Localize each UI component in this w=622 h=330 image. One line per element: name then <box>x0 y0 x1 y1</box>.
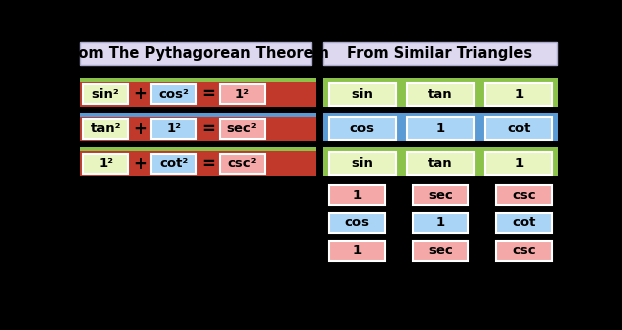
Text: +: + <box>133 154 147 173</box>
Text: csc: csc <box>513 244 536 257</box>
Text: cos²: cos² <box>159 88 189 101</box>
Text: sin: sin <box>351 88 373 101</box>
Bar <box>329 241 384 261</box>
Text: 1²: 1² <box>166 122 182 135</box>
Bar <box>412 241 468 261</box>
Bar <box>80 148 317 151</box>
Text: sin: sin <box>351 157 373 170</box>
Text: cot²: cot² <box>159 157 188 170</box>
Text: tan²: tan² <box>90 122 121 135</box>
Bar <box>407 152 474 175</box>
Text: cos: cos <box>344 216 369 229</box>
Bar <box>151 153 197 174</box>
Text: 1: 1 <box>436 122 445 135</box>
Text: sec: sec <box>428 189 453 202</box>
Bar <box>80 82 317 107</box>
Bar <box>329 185 384 205</box>
Text: +: + <box>133 85 147 103</box>
Text: 1²: 1² <box>234 88 249 101</box>
Bar <box>80 42 311 65</box>
Text: From Similar Triangles: From Similar Triangles <box>347 46 532 61</box>
Text: sec²: sec² <box>227 122 258 135</box>
Bar <box>496 213 552 233</box>
Bar <box>80 116 317 141</box>
Text: 1: 1 <box>514 157 523 170</box>
Bar <box>151 84 197 104</box>
Text: sin²: sin² <box>92 88 119 101</box>
Bar <box>323 42 557 65</box>
Text: tan: tan <box>428 88 453 101</box>
Text: 1: 1 <box>436 216 445 229</box>
Text: cot: cot <box>507 122 531 135</box>
Bar <box>83 153 128 174</box>
Bar <box>485 83 552 106</box>
Bar <box>323 78 559 107</box>
Text: cos: cos <box>350 122 374 135</box>
Bar <box>220 84 264 104</box>
Bar <box>407 117 474 141</box>
Bar <box>329 83 396 106</box>
Bar <box>323 113 559 141</box>
Bar <box>80 78 317 82</box>
Bar <box>83 84 128 104</box>
Text: 1: 1 <box>514 88 523 101</box>
Bar <box>80 113 317 116</box>
Bar <box>496 185 552 205</box>
Bar <box>329 117 396 141</box>
Bar <box>151 119 197 139</box>
Text: =: = <box>201 154 215 173</box>
Bar <box>407 83 474 106</box>
Text: cot: cot <box>513 216 536 229</box>
Bar <box>496 241 552 261</box>
Bar <box>323 148 559 176</box>
Text: csc²: csc² <box>227 157 257 170</box>
Bar <box>220 119 264 139</box>
Text: =: = <box>201 85 215 103</box>
Bar <box>80 151 317 176</box>
Text: 1: 1 <box>352 189 361 202</box>
Bar <box>83 119 128 139</box>
Bar <box>485 152 552 175</box>
Text: From The Pythagorean Theorem: From The Pythagorean Theorem <box>62 46 329 61</box>
Bar <box>485 117 552 141</box>
Text: tan: tan <box>428 157 453 170</box>
Text: sec: sec <box>428 244 453 257</box>
Text: 1²: 1² <box>98 157 113 170</box>
Text: +: + <box>133 120 147 138</box>
Text: =: = <box>201 120 215 138</box>
Bar <box>329 152 396 175</box>
Bar <box>412 185 468 205</box>
Bar <box>412 213 468 233</box>
Text: 1: 1 <box>352 244 361 257</box>
Text: csc: csc <box>513 189 536 202</box>
Bar <box>329 213 384 233</box>
Bar <box>220 153 264 174</box>
